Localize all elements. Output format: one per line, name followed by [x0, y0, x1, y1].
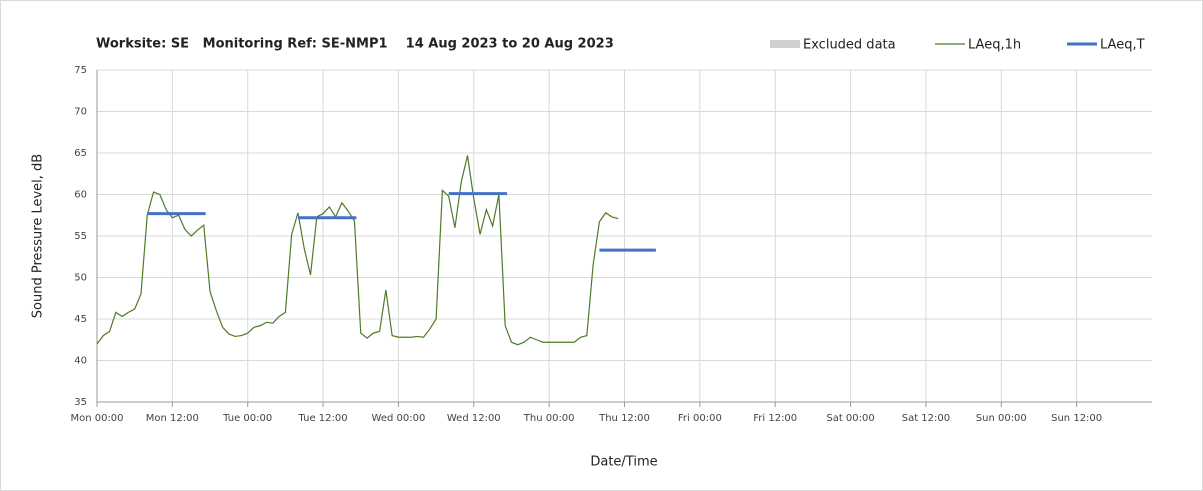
y-tick-label: 45 — [74, 314, 87, 325]
y-tick-label: 70 — [74, 107, 87, 118]
x-tick-label: Tue 00:00 — [222, 413, 272, 424]
legend-swatch — [770, 40, 800, 48]
x-tick-label: Fri 12:00 — [753, 413, 797, 424]
chart-title: Worksite: SE Monitoring Ref: SE-NMP1 14 … — [96, 37, 614, 52]
legend-label: LAeq,T — [1100, 38, 1145, 53]
x-tick-label: Sun 00:00 — [976, 413, 1027, 424]
y-tick-label: 35 — [74, 397, 87, 408]
x-tick-label: Sat 00:00 — [826, 413, 874, 424]
y-tick-label: 40 — [74, 356, 87, 367]
y-tick-label: 55 — [74, 231, 87, 242]
x-tick-label: Sun 12:00 — [1051, 413, 1102, 424]
x-tick-label: Tue 12:00 — [298, 413, 348, 424]
line-series — [96, 155, 619, 346]
x-tick-label: Thu 00:00 — [523, 413, 575, 424]
y-tick-label: 75 — [74, 65, 87, 76]
x-tick-label: Thu 12:00 — [598, 413, 650, 424]
y-tick-label: 60 — [74, 190, 87, 201]
y-tick-label: 50 — [74, 273, 87, 284]
x-tick-label: Mon 12:00 — [146, 413, 199, 424]
x-tick-label: Wed 00:00 — [372, 413, 426, 424]
x-tick-label: Wed 12:00 — [447, 413, 501, 424]
x-tick-label: Sat 12:00 — [902, 413, 950, 424]
x-axis-label: Date/Time — [590, 455, 657, 470]
legend-label: Excluded data — [803, 38, 896, 53]
y-tick-label: 65 — [74, 148, 87, 159]
legend-label: LAeq,1h — [968, 38, 1021, 53]
y-axis-label: Sound Pressure Level, dB — [31, 154, 46, 318]
x-tick-label: Fri 00:00 — [678, 413, 722, 424]
x-tick-label: Mon 00:00 — [70, 413, 123, 424]
